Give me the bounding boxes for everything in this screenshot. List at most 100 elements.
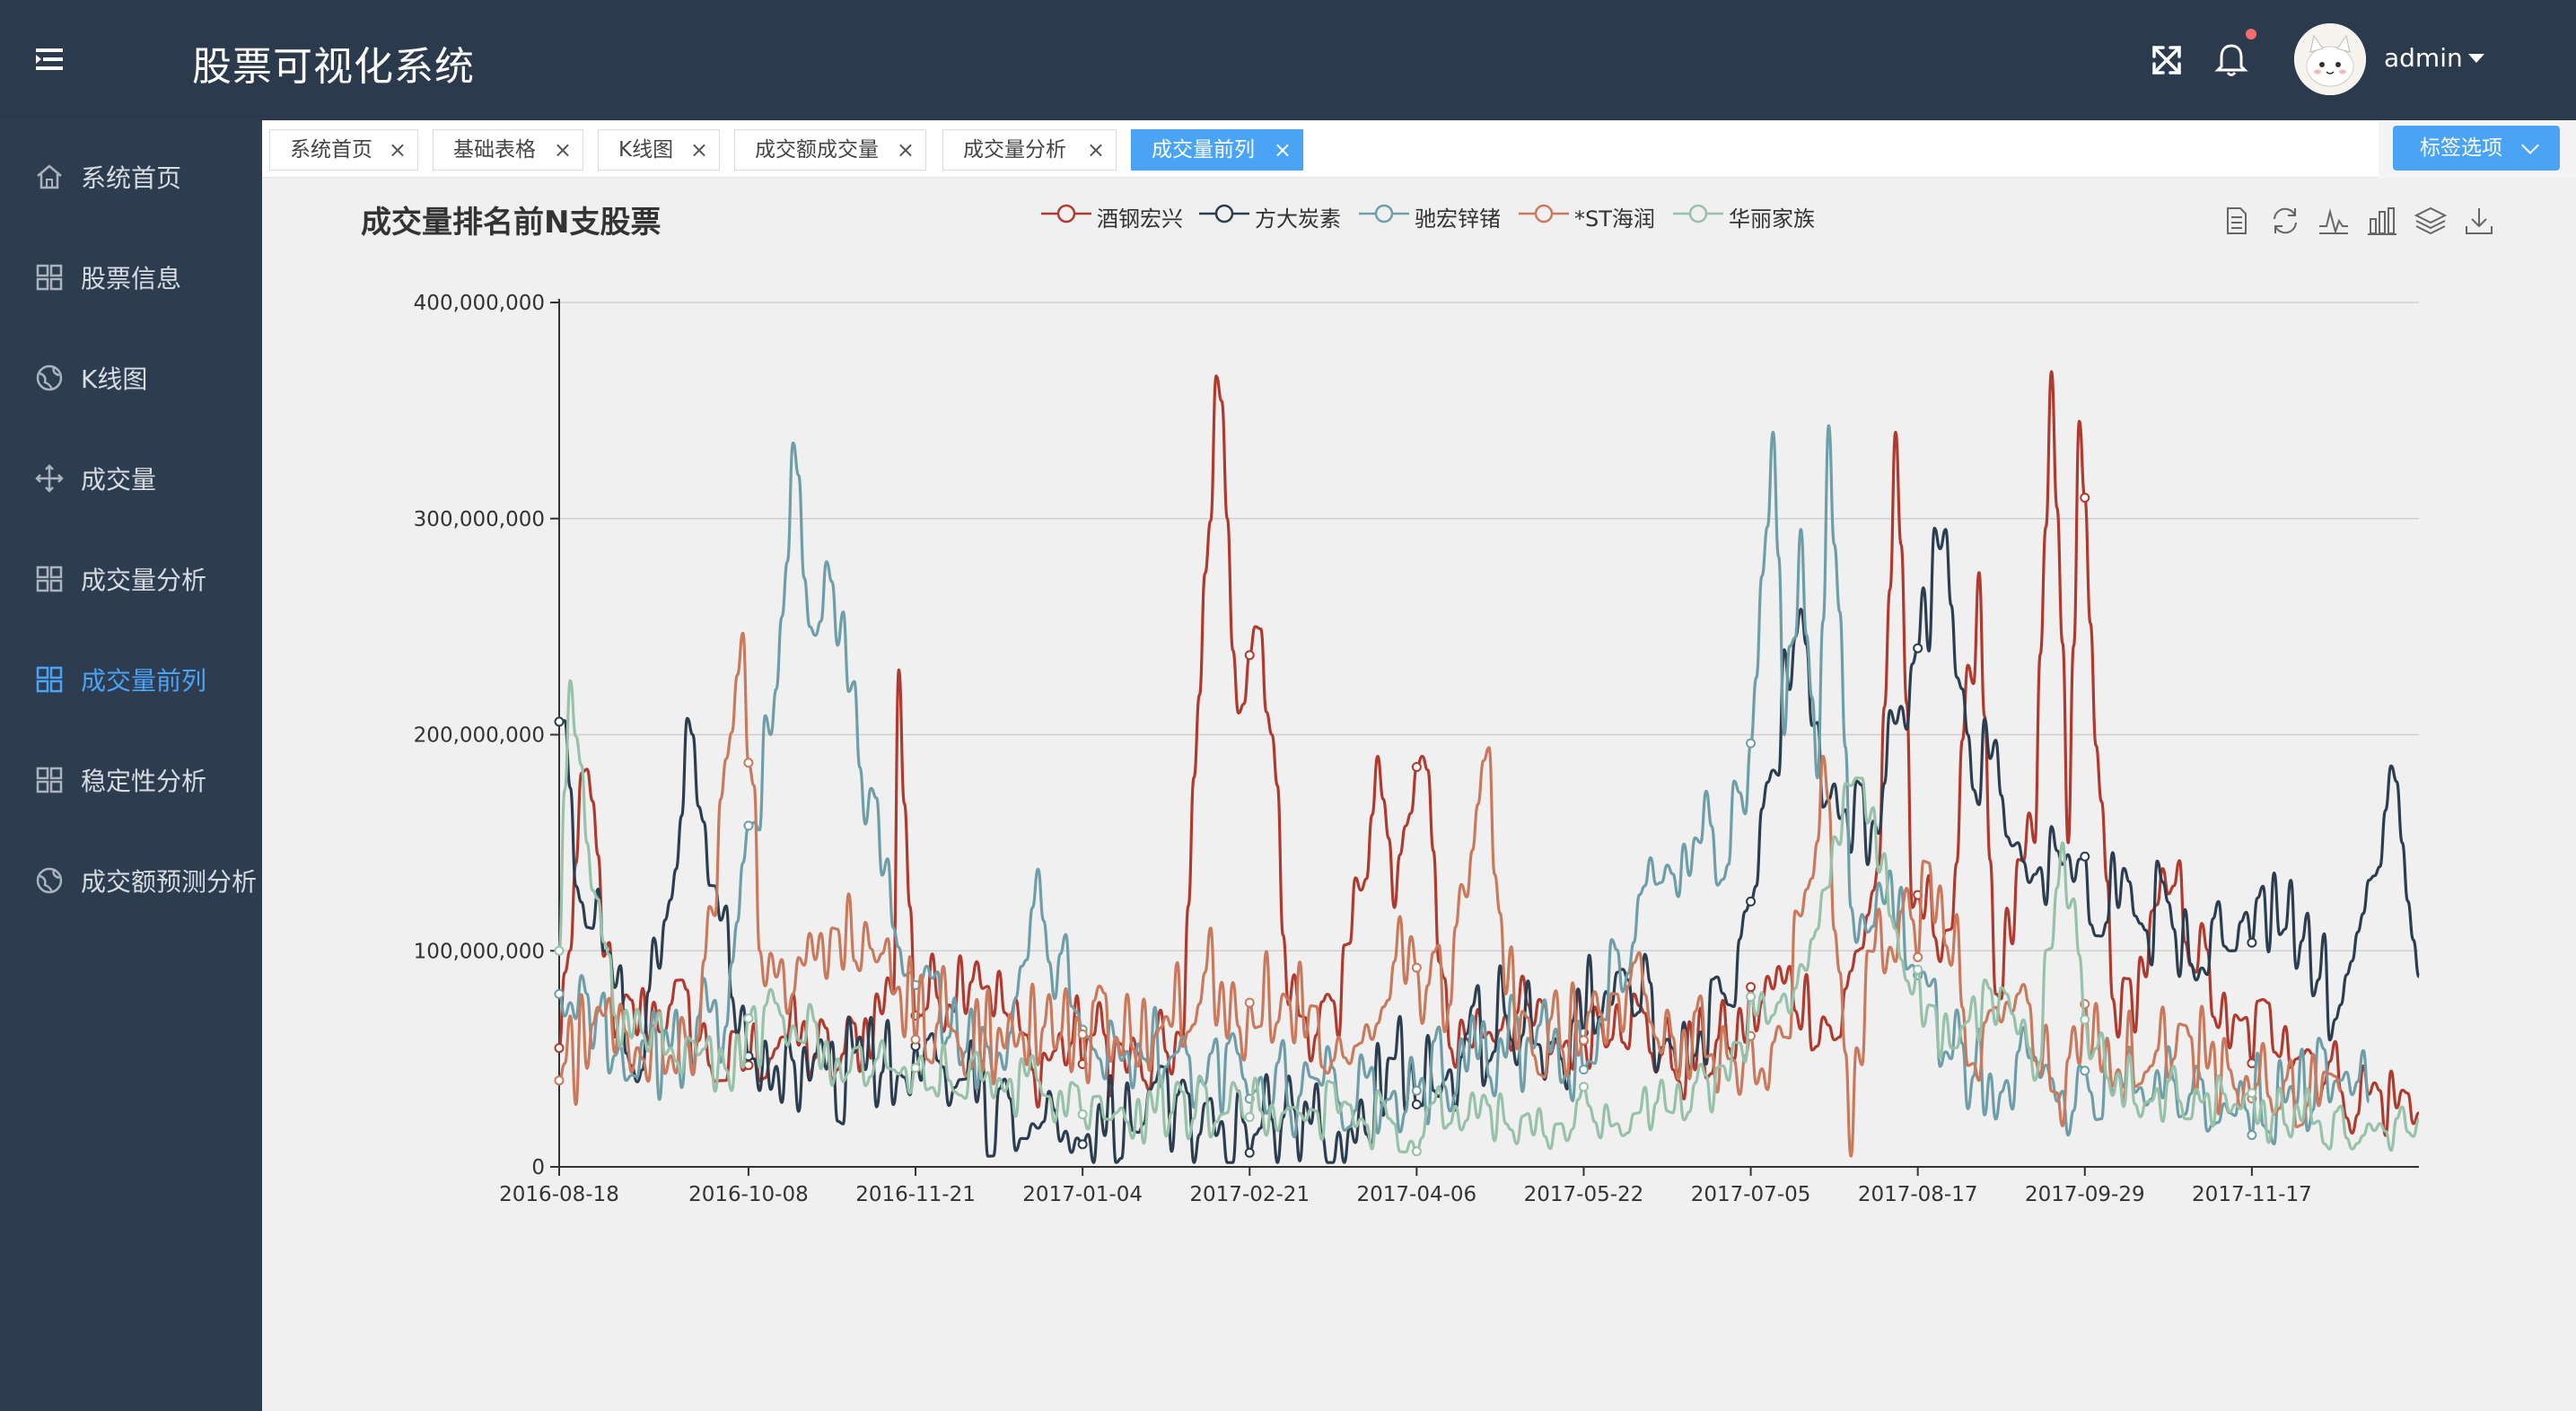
x-tick-label: 2016-08-18 (499, 1183, 619, 1206)
data-point (1411, 1146, 1422, 1157)
chart-title: 成交量排名前N支股票 (361, 205, 662, 241)
data-point (2080, 1014, 2090, 1025)
x-tick-label: 2016-10-08 (688, 1183, 809, 1206)
globe-icon (36, 867, 63, 894)
tag-home[interactable]: 系统首页 × (269, 129, 418, 171)
sidebar-item-volume[interactable]: 成交量 (0, 431, 262, 521)
data-point (1411, 1099, 1422, 1109)
app-title: 股票可视化系统 (192, 44, 475, 90)
tag-options-button[interactable]: 标签选项 (2393, 126, 2560, 171)
tags-bar: 系统首页 × 基础表格 × K线图 × 成交额成交量 × 成交量分析 × 成交量前列 × (262, 120, 2576, 178)
data-point (910, 1034, 921, 1045)
data-view-icon[interactable] (2219, 203, 2255, 239)
x-tick-label: 2016-11-21 (855, 1183, 976, 1206)
data-point (1077, 1029, 1088, 1039)
sidebar-item-turnover-forecast[interactable]: 成交额预测分析 (0, 833, 262, 923)
grid-icon (36, 767, 63, 793)
data-point (554, 1043, 565, 1054)
data-point (1244, 1147, 1255, 1158)
fullscreen-icon[interactable] (2147, 40, 2186, 80)
legend-line-icon (1673, 204, 1723, 223)
sidebar-item-volume-top[interactable]: 成交量前列 (0, 632, 262, 722)
x-tick-label: 2017-01-04 (1022, 1183, 1143, 1206)
legend-line-icon (1199, 204, 1249, 223)
avatar[interactable] (2294, 23, 2366, 95)
data-point (1077, 1109, 1088, 1120)
x-tick-label: 2017-04-06 (1357, 1183, 1477, 1206)
series-line (557, 679, 2421, 1154)
data-point (2247, 1130, 2257, 1141)
data-point (2247, 1088, 2257, 1099)
tag-volume-top[interactable]: 成交量前列 × (1131, 129, 1303, 171)
data-point (554, 1075, 565, 1086)
data-point (2080, 1065, 2090, 1076)
main-content (262, 178, 2576, 1411)
x-tick-label: 2017-09-29 (2025, 1183, 2145, 1206)
x-tick-label: 2017-11-17 (2192, 1183, 2312, 1206)
y-tick-label: 100,000,000 (414, 940, 545, 963)
y-tick-label: 200,000,000 (414, 724, 545, 748)
close-icon[interactable]: × (388, 137, 407, 162)
data-point (1244, 650, 1255, 661)
data-point (1913, 951, 1923, 962)
restore-icon[interactable] (2267, 203, 2303, 239)
sidebar-item-kline[interactable]: K线图 (0, 330, 262, 420)
sidebar: 系统首页 股票信息 K线图 成交量 成交量分析 成交量前列 稳定性分析 成交额预… (0, 120, 262, 1411)
data-point (1411, 1085, 1422, 1096)
data-point (1578, 1082, 1589, 1092)
bar-icon[interactable] (2364, 203, 2400, 239)
data-point (910, 1063, 921, 1074)
tag-kline[interactable]: K线图 × (598, 129, 720, 171)
data-point (1578, 1035, 1589, 1046)
data-point (1411, 962, 1422, 973)
move-icon (35, 464, 64, 493)
data-point (2247, 937, 2257, 948)
data-point (1077, 1139, 1088, 1150)
y-tick-label: 0 (531, 1156, 545, 1179)
legend-line-icon (1359, 204, 1409, 223)
data-point (1244, 1111, 1255, 1122)
sidebar-item-stability[interactable]: 稳定性分析 (0, 732, 262, 822)
series-line (557, 631, 2343, 1158)
username[interactable]: admin (2384, 43, 2463, 73)
grid-icon (36, 565, 63, 592)
close-icon[interactable]: × (553, 137, 572, 162)
data-point (1913, 643, 1923, 653)
grid-icon (36, 264, 63, 291)
series-line (557, 370, 2420, 1137)
data-point (1578, 1065, 1589, 1075)
home-icon (37, 164, 62, 189)
x-tick-label: 2017-02-21 (1189, 1183, 1310, 1206)
data-point (743, 820, 754, 831)
tag-turnover-volume[interactable]: 成交额成交量 × (734, 129, 926, 171)
tag-volume-analysis[interactable]: 成交量分析 × (942, 129, 1117, 171)
close-icon[interactable]: × (896, 137, 915, 162)
y-tick-label: 300,000,000 (414, 508, 545, 531)
data-point (2080, 851, 2090, 862)
sidebar-item-stock-info[interactable]: 股票信息 (0, 230, 262, 320)
y-tick-label: 400,000,000 (414, 292, 545, 315)
data-point (743, 1013, 754, 1024)
download-icon[interactable] (2461, 203, 2497, 239)
x-tick-label: 2017-08-17 (1858, 1183, 1978, 1206)
stack-icon[interactable] (2413, 203, 2449, 239)
bell-icon[interactable] (2212, 40, 2251, 80)
data-point (1411, 761, 1422, 772)
close-icon[interactable]: × (1086, 137, 1105, 162)
sidebar-item-home[interactable]: 系统首页 (0, 129, 262, 219)
notification-dot (2246, 29, 2256, 39)
caret-down-icon[interactable] (2468, 54, 2484, 63)
menu-toggle-icon[interactable] (34, 43, 66, 75)
close-icon[interactable]: × (1273, 137, 1292, 162)
data-point (1746, 982, 1757, 993)
data-point (554, 945, 565, 956)
top-header: 股票可视化系统 admin (0, 0, 2576, 120)
data-point (2080, 492, 2090, 503)
data-point (1913, 964, 1923, 975)
sidebar-item-volume-analysis[interactable]: 成交量分析 (0, 531, 262, 621)
tag-basic-table[interactable]: 基础表格 × (433, 129, 583, 171)
close-icon[interactable]: × (689, 137, 708, 162)
line-icon[interactable] (2316, 203, 2352, 239)
data-point (743, 758, 754, 768)
